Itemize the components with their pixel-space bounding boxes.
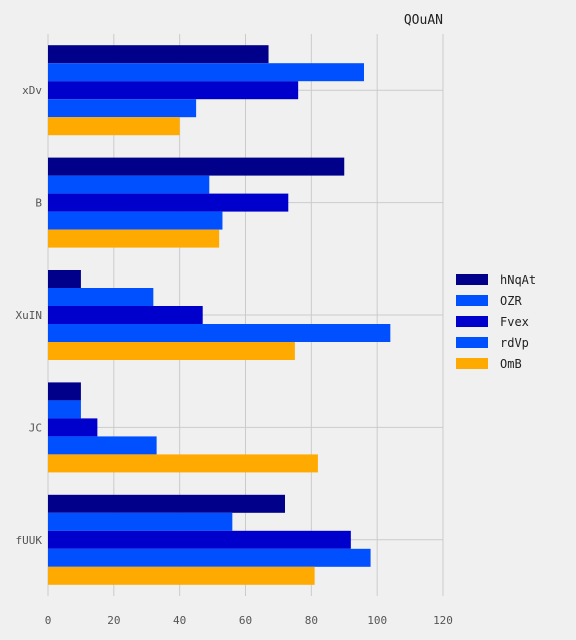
legend-swatch: [456, 358, 488, 369]
y-axis-categories: xDv B XuIN JC fUUK: [16, 84, 43, 547]
x-tick-label: 40: [173, 614, 186, 627]
x-tick-label: 100: [367, 614, 387, 627]
bar: [48, 45, 269, 64]
x-tick-label: 0: [45, 614, 52, 627]
bar: [48, 157, 345, 176]
category-label: JC: [29, 421, 42, 434]
bar: [48, 211, 223, 230]
bar: [48, 436, 157, 455]
bar: [48, 324, 391, 342]
legend-swatch: [456, 337, 488, 348]
legend-swatch: [456, 274, 488, 285]
x-tick-label: 20: [107, 614, 120, 627]
x-tick-label: 80: [305, 614, 318, 627]
legend-swatch: [456, 316, 488, 327]
bar: [48, 175, 210, 194]
category-label: B: [35, 197, 42, 210]
legend: hNqAt OZR Fvex rdVp OmB: [456, 273, 536, 371]
bar: [48, 494, 285, 513]
bar: [48, 530, 351, 549]
bar: [48, 117, 180, 136]
bar: [48, 288, 154, 306]
bar: [48, 81, 299, 100]
x-tick-label: 120: [433, 614, 453, 627]
legend-label: OZR: [500, 294, 522, 308]
x-tick-label: 60: [239, 614, 252, 627]
bar: [48, 382, 81, 401]
bar: [48, 270, 81, 288]
category-label: XuIN: [16, 309, 43, 322]
bar: [48, 400, 81, 419]
bars: [48, 45, 391, 585]
bar: [48, 99, 197, 118]
category-label: fUUK: [16, 534, 43, 547]
bar: [48, 193, 289, 212]
legend-swatch: [456, 295, 488, 306]
bar: [48, 63, 364, 82]
bar: [48, 229, 220, 248]
legend-label: OmB: [500, 357, 522, 371]
bar: [48, 418, 98, 437]
bar: [48, 512, 233, 531]
bar: [48, 566, 315, 585]
bar: [48, 342, 295, 360]
bar: [48, 306, 203, 324]
legend-label: Fvex: [500, 315, 529, 329]
bar: [48, 454, 318, 473]
bar: [48, 548, 371, 567]
chart-title: QOuAN: [404, 13, 443, 28]
legend-label: rdVp: [500, 336, 529, 350]
x-axis-ticks: 0 20 40 60 80 100 120: [45, 614, 453, 627]
category-label: xDv: [22, 84, 42, 97]
legend-label: hNqAt: [500, 273, 536, 287]
